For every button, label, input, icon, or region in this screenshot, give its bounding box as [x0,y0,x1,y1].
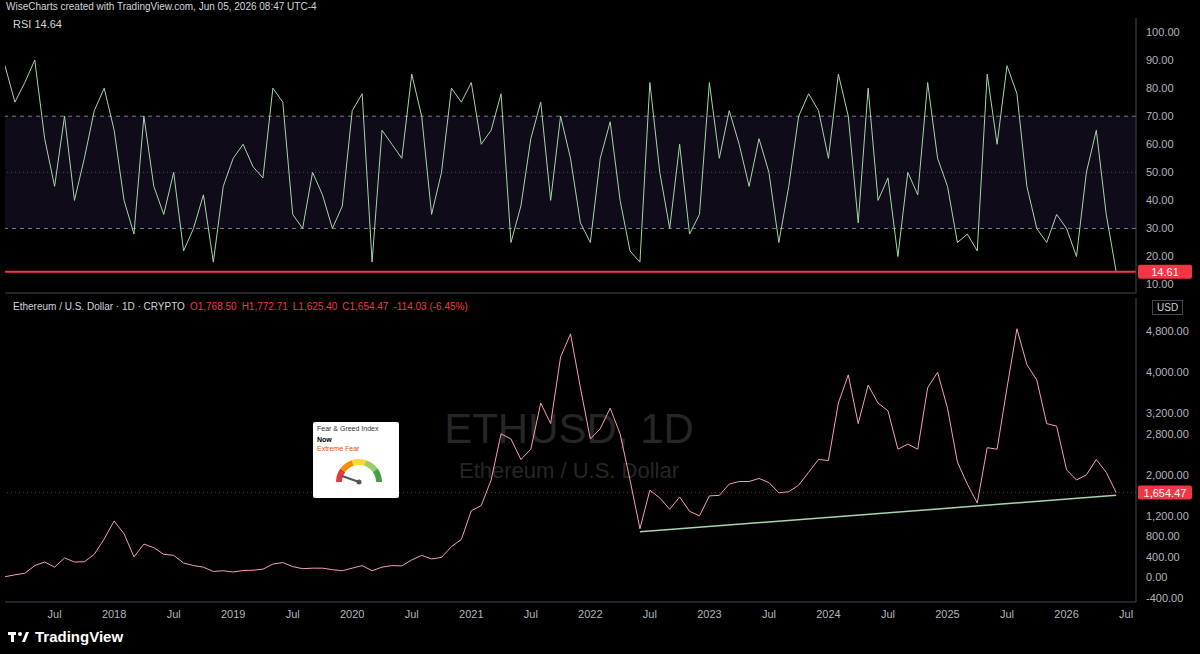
svg-text:400.00: 400.00 [1146,551,1180,563]
svg-text:2,000.00: 2,000.00 [1146,469,1189,481]
svg-text:Jul: Jul [881,608,895,620]
html-text:O1,768.50: O1,768.50 [189,301,237,312]
svg-text:2021: 2021 [459,608,483,620]
svg-text:Jul: Jul [1000,608,1014,620]
svg-text:14.61: 14.61 [1151,266,1179,278]
svg-text:Jul: Jul [1119,608,1133,620]
html-text:TradingView: TradingView [35,628,124,645]
svg-text:2024: 2024 [816,608,840,620]
svg-text:2026: 2026 [1054,608,1078,620]
svg-text:4,800.00: 4,800.00 [1146,325,1189,337]
svg-text:2018: 2018 [102,608,126,620]
svg-text:Jul: Jul [167,608,181,620]
html-text:RSI 14.64: RSI 14.64 [13,18,62,30]
svg-text:2,800.00: 2,800.00 [1146,428,1189,440]
svg-text:Jul: Jul [524,608,538,620]
html-text:USD: USD [1157,302,1179,313]
html-text:C1,654.47: C1,654.47 [342,301,389,312]
svg-text:90.00: 90.00 [1146,54,1174,66]
svg-text:2019: 2019 [221,608,245,620]
svg-text:40.00: 40.00 [1146,194,1174,206]
svg-text:3,200.00: 3,200.00 [1146,407,1189,419]
svg-text:Jul: Jul [643,608,657,620]
svg-text:4,000.00: 4,000.00 [1146,366,1189,378]
html-text:Now: Now [317,436,332,443]
svg-text:2020: 2020 [340,608,364,620]
html-text:L1,625.40: L1,625.40 [292,301,338,312]
html-text:H1,772.71: H1,772.71 [241,301,288,312]
html-text:Extreme Fear: Extreme Fear [317,445,360,452]
html-text:WiseCharts created with Tradin: WiseCharts created with TradingView.com,… [6,1,317,12]
svg-text:80.00: 80.00 [1146,82,1174,94]
html-text:ETHUSD, 1D: ETHUSD, 1D [444,405,694,452]
svg-text:20.00: 20.00 [1146,250,1174,262]
svg-text:50.00: 50.00 [1146,166,1174,178]
svg-text:2023: 2023 [697,608,721,620]
svg-text:1,654.47: 1,654.47 [1144,487,1187,499]
svg-text:2025: 2025 [935,608,959,620]
svg-text:2022: 2022 [578,608,602,620]
svg-text:1,200.00: 1,200.00 [1146,510,1189,522]
svg-text:100.00: 100.00 [1146,26,1180,38]
svg-text:70.00: 70.00 [1146,110,1174,122]
html-text:-114.03 (-6.45%): -114.03 (-6.45%) [393,301,468,312]
html-text:Fear & Greed Index: Fear & Greed Index [317,425,379,432]
svg-text:0.00: 0.00 [1146,571,1167,583]
svg-text:-400.00: -400.00 [1146,592,1183,604]
svg-text:800.00: 800.00 [1146,530,1180,542]
svg-text:Jul: Jul [405,608,419,620]
svg-text:Jul: Jul [762,608,776,620]
svg-text:10.00: 10.00 [1146,278,1174,290]
html-text:Ethereum / U.S. Dollar: Ethereum / U.S. Dollar [459,458,679,483]
html-text:Ethereum / U.S. Dollar · 1D ·: Ethereum / U.S. Dollar · 1D · CRYPTO [13,301,185,312]
svg-text:Jul: Jul [48,608,62,620]
svg-text:30.00: 30.00 [1146,222,1174,234]
svg-text:60.00: 60.00 [1146,138,1174,150]
svg-text:Jul: Jul [286,608,300,620]
